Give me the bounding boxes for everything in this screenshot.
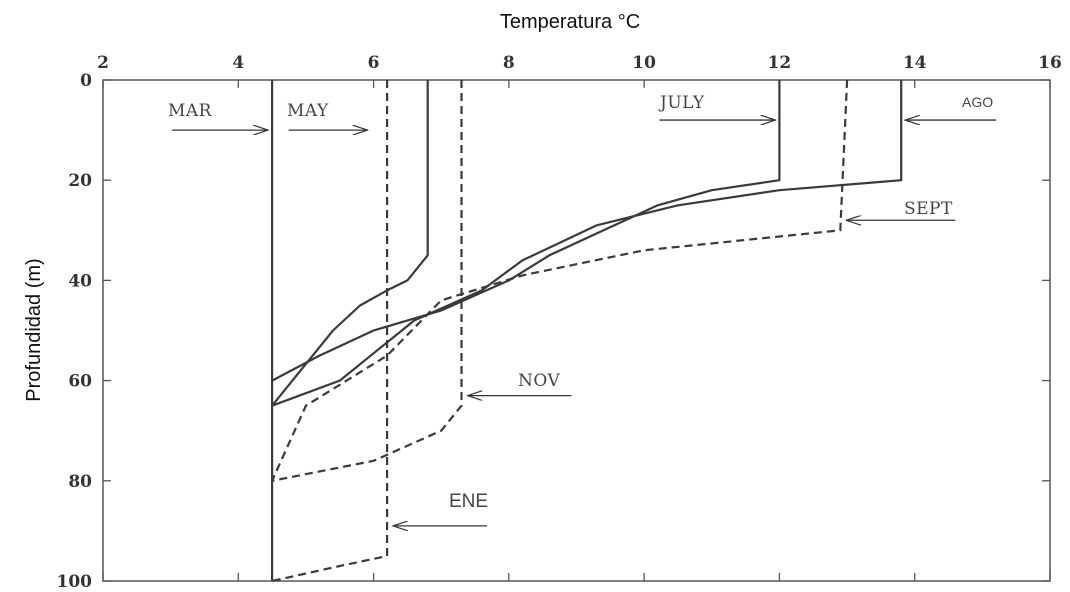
series-label-mar: MAR: [168, 101, 213, 121]
y-tick-label: 100: [57, 572, 93, 592]
series-line-ago: [271, 80, 903, 407]
y-tick-label: 40: [68, 271, 92, 291]
x-axis-title: Temperatura °C: [500, 11, 640, 33]
y-axis-ticks: 0 20 40 60 80 100: [57, 71, 1050, 592]
x-tick-label: 16: [1038, 53, 1062, 73]
x-tick-label: 10: [632, 53, 656, 73]
y-tick-label: 0: [80, 71, 92, 91]
series-line-sept: [271, 79, 849, 482]
annotation-arrows: [172, 120, 997, 526]
series-label-sept: SEPT: [904, 199, 953, 219]
series-label-ene: ENE: [449, 491, 488, 512]
series-label-group: MAR MAY JULY AGO SEPT NOV ENE: [168, 93, 993, 512]
plot-frame: [102, 79, 1051, 582]
series-line-july: [271, 80, 781, 382]
y-tick-label: 80: [68, 472, 92, 492]
x-tick-label: 4: [232, 53, 244, 73]
y-tick-label: 60: [68, 372, 92, 392]
x-axis-ticks: 2 4 6 8 10 12 14 16: [97, 53, 1062, 581]
series-label-july: JULY: [658, 93, 705, 113]
x-tick-label: 12: [768, 53, 792, 73]
series-label-ago: AGO: [962, 94, 993, 110]
x-tick-label: 6: [368, 53, 380, 73]
x-tick-label: 14: [903, 53, 927, 73]
series-label-may: MAY: [287, 101, 329, 121]
series-line-may: [271, 80, 429, 407]
series-label-nov: NOV: [518, 371, 561, 391]
series-line-ene: [271, 80, 389, 583]
x-tick-label: 2: [97, 53, 109, 73]
x-tick-label: 8: [503, 53, 515, 73]
series-layer: [271, 79, 903, 583]
y-tick-label: 20: [68, 171, 92, 191]
y-axis-title: Profundidad (m): [23, 258, 45, 401]
series-line-nov: [271, 80, 463, 482]
